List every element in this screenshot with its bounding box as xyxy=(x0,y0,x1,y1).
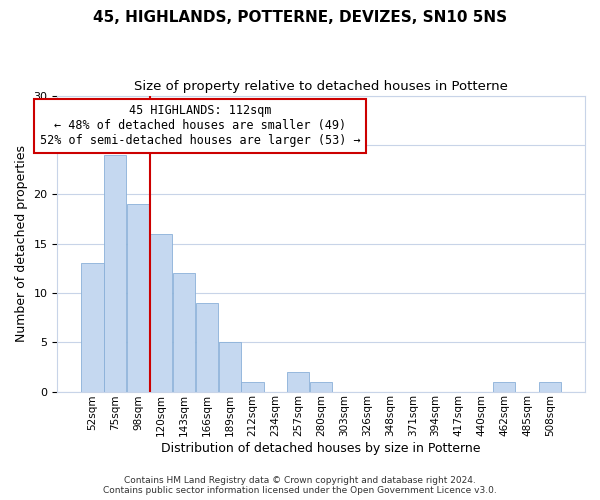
Bar xyxy=(218,342,241,392)
Bar xyxy=(493,382,515,392)
Y-axis label: Number of detached properties: Number of detached properties xyxy=(15,145,28,342)
Bar xyxy=(241,382,263,392)
Bar xyxy=(287,372,310,392)
Bar xyxy=(82,264,104,392)
Text: 45, HIGHLANDS, POTTERNE, DEVIZES, SN10 5NS: 45, HIGHLANDS, POTTERNE, DEVIZES, SN10 5… xyxy=(93,10,507,25)
Text: 45 HIGHLANDS: 112sqm
← 48% of detached houses are smaller (49)
52% of semi-detac: 45 HIGHLANDS: 112sqm ← 48% of detached h… xyxy=(40,104,360,148)
Bar xyxy=(173,273,195,392)
Bar xyxy=(127,204,149,392)
Title: Size of property relative to detached houses in Potterne: Size of property relative to detached ho… xyxy=(134,80,508,93)
Bar xyxy=(539,382,561,392)
Bar xyxy=(196,302,218,392)
Bar xyxy=(310,382,332,392)
Bar xyxy=(104,155,127,392)
X-axis label: Distribution of detached houses by size in Potterne: Distribution of detached houses by size … xyxy=(161,442,481,455)
Text: Contains HM Land Registry data © Crown copyright and database right 2024.
Contai: Contains HM Land Registry data © Crown c… xyxy=(103,476,497,495)
Bar xyxy=(150,234,172,392)
